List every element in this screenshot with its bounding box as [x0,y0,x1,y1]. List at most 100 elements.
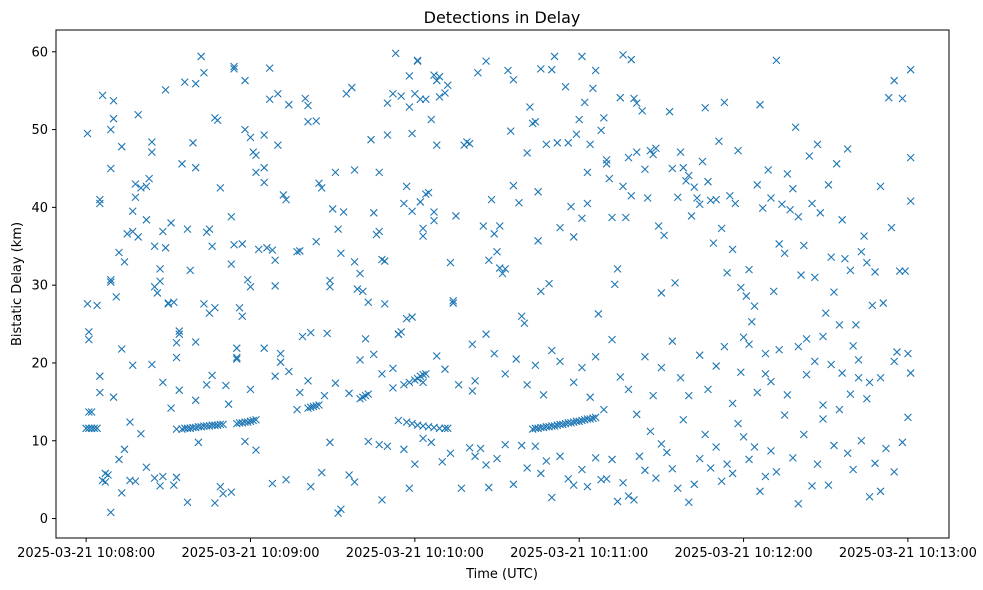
data-point-marker [589,84,597,93]
data-point-marker [243,275,252,284]
data-point-marker [780,249,789,258]
data-point-marker [389,364,397,373]
data-point-marker [156,264,164,273]
data-point-marker [106,275,115,284]
y-tick-label: 40 [31,201,48,216]
data-point-marker [298,332,307,341]
data-point-marker [402,182,411,191]
data-point-marker [397,92,406,101]
data-point-marker [408,207,416,216]
data-point-marker [284,367,293,376]
data-point-marker [191,163,200,172]
data-point-marker [169,298,178,307]
data-point-marker [482,57,490,66]
data-point-marker [531,117,540,126]
data-point-marker [849,341,858,350]
data-point-marker [150,474,159,482]
data-point-marker [219,420,227,429]
data-point-marker [613,497,622,506]
data-point-marker [304,101,312,110]
data-point-marker [890,467,899,476]
data-point-marker [545,279,553,288]
data-point-marker [326,276,334,285]
data-point-marker [624,492,633,500]
data-point-marker [301,94,310,103]
data-point-marker [742,292,751,300]
data-point-marker [578,363,586,372]
data-point-marker [227,488,236,496]
data-point-marker [263,243,271,252]
data-point-marker [572,130,581,139]
data-point-marker [95,372,104,381]
data-point-marker [868,301,877,310]
data-point-marker [695,351,704,360]
data-point-marker [284,100,293,109]
data-point-marker [676,373,685,382]
data-point-marker [476,444,485,453]
data-point-marker [547,346,556,355]
data-point-marker [84,335,93,344]
data-point-marker [83,299,92,308]
data-point-marker [728,399,737,408]
data-point-marker [591,453,600,462]
data-point-marker [84,424,93,433]
data-point-marker [838,215,847,224]
chart-title: Detections in Delay [424,8,581,27]
data-point-marker [849,465,858,474]
data-point-marker [668,337,677,346]
data-point-marker [597,126,606,135]
data-point-marker [126,418,134,426]
data-point-marker [824,481,833,489]
data-point-marker [715,137,723,146]
data-point-marker [484,483,493,492]
data-point-marker [608,455,616,464]
data-point-marker [720,342,729,351]
data-point-marker [180,424,189,433]
data-point-marker [465,139,474,148]
data-point-marker [106,164,115,173]
data-point-marker [753,180,762,189]
data-point-marker [509,75,518,84]
data-point-marker [216,420,225,429]
data-point-marker [906,65,915,74]
data-point-marker [441,89,449,97]
data-point-marker [797,271,805,279]
x-tick-label: 2025-03-21 10:08:00 [17,546,155,561]
data-point-marker [813,140,822,149]
data-point-marker [610,280,619,289]
x-axis-ticks: 2025-03-21 10:08:00 2025-03-21 10:09:00 20… [17,538,977,561]
data-point-marker [449,299,458,307]
data-point-marker [391,49,400,58]
data-point-marker [306,482,315,491]
data-point-marker [224,400,233,409]
data-point-marker [208,421,217,430]
data-point-marker [432,76,441,85]
data-point-marker [808,481,816,490]
data-point-marker [408,129,416,138]
data-point-marker [98,476,107,485]
data-point-marker [569,378,578,387]
data-point-marker [761,349,770,358]
data-point-marker [312,117,321,125]
data-point-marker [827,360,836,369]
data-point-marker [260,178,269,187]
data-point-marker [717,224,726,233]
data-point-marker [87,408,96,416]
data-point-marker [315,179,323,188]
data-point-marker [857,247,866,256]
data-point-marker [556,452,564,461]
data-point-marker [556,223,564,232]
data-point-marker [427,438,436,447]
y-tick-label: 50 [31,123,48,138]
data-point-marker [632,410,641,419]
data-point-marker [769,287,778,296]
data-point-marker [750,443,759,451]
data-point-marker [794,342,803,351]
data-point-marker [695,200,704,209]
data-point-marker [583,168,592,177]
data-point-marker [709,239,718,248]
data-point-marker [794,499,803,508]
data-point-marker [356,269,364,278]
